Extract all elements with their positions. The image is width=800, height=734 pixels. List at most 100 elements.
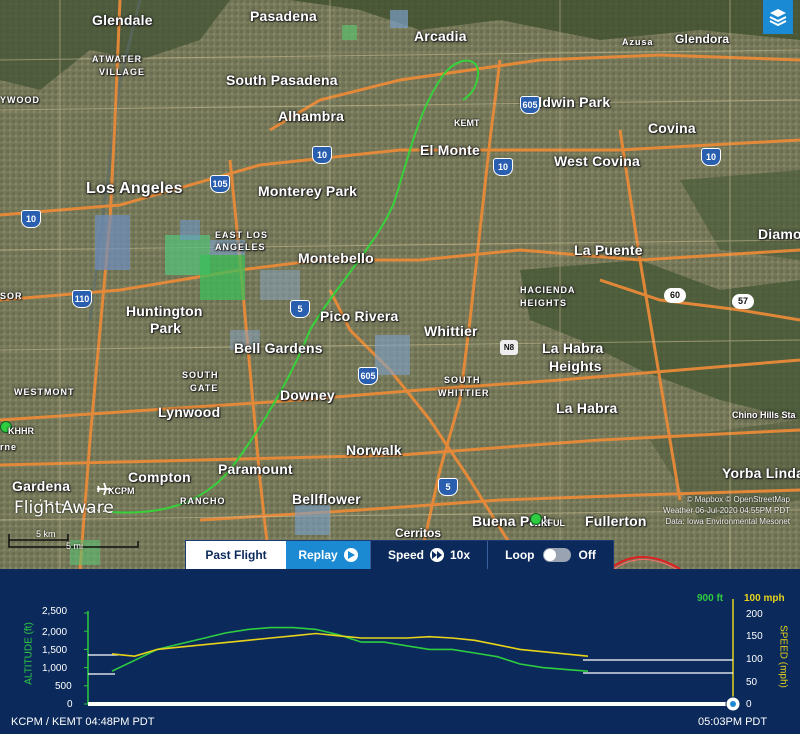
scale-bar: 5 km 5 mi [8, 528, 140, 554]
place-south-whittier-2: WHITTIER [438, 388, 490, 398]
map-view[interactable]: Glendale Pasadena Arcadia Azusa Glendora… [0, 0, 800, 569]
graph-plot [84, 599, 741, 712]
fast-forward-icon [429, 548, 444, 562]
route-shield-110: 110 [72, 290, 92, 308]
place-cerritos: Cerritos [395, 526, 442, 540]
route-shield-10-covina: 10 [701, 148, 721, 166]
place-heights: HEIGHTS [520, 298, 568, 308]
playback-controls: Past Flight Replay Speed 10x Loop Off [185, 540, 614, 569]
replay-button[interactable]: Replay [286, 541, 370, 569]
place-monterey-park: Monterey Park [258, 183, 358, 199]
airport-marker-khhr[interactable] [0, 421, 12, 433]
speed-axis-title: SPEED (mph) [777, 625, 789, 688]
loop-label: Loop [505, 548, 535, 562]
loop-switch[interactable] [542, 548, 571, 562]
end-time-label: 05:03PM PDT [698, 716, 768, 728]
timeline-handle-dot [730, 701, 736, 707]
altitude-series-line [111, 626, 589, 672]
layers-icon[interactable] [763, 0, 793, 34]
route-shield-5: 5 [290, 300, 310, 318]
place-yorba-linda: Yorba Linda [722, 465, 800, 481]
place-gardena: Gardena [12, 478, 71, 494]
place-south-gate-1: SOUTH [182, 370, 219, 380]
place-alhambra: Alhambra [278, 108, 345, 124]
airport-marker-kful[interactable] [530, 513, 542, 525]
scale-km: 5 km [36, 529, 56, 539]
place-montebello: Montebello [298, 250, 374, 266]
place-east-los: EAST LOS [215, 230, 269, 240]
altitude-tick-label: 1,000 [42, 663, 68, 674]
flight-track [111, 59, 480, 514]
place-huntington: Huntington [126, 303, 203, 319]
place-pasadena: Pasadena [250, 8, 317, 24]
speed-button[interactable]: Speed 10x [370, 541, 487, 569]
airport-label-khhr[interactable]: KHHR [8, 426, 34, 436]
speed-tick-label: 0 [746, 699, 752, 710]
map-attribution[interactable]: © Mapbox © OpenStreetMap Weather 06-Jul-… [650, 494, 790, 527]
altitude-tick-label: 500 [55, 681, 72, 692]
place-glendora: Glendora [675, 32, 730, 46]
attribution-line: Data: Iowa Environmental Mesonet [665, 517, 790, 526]
play-icon [343, 548, 358, 562]
place-atwater: ATWATER [92, 54, 143, 64]
place-rancho: RANCHO [180, 496, 226, 506]
place-la-habra-heights-1: La Habra [542, 340, 604, 356]
past-flight-tab[interactable]: Past Flight [186, 541, 286, 569]
route-shield-5-south: 5 [438, 478, 458, 496]
altitude-tick-label: 2,500 [42, 606, 68, 617]
altitude-speed-graph[interactable]: 2,500 2,000 1,500 1,000 500 0 200 150 10… [0, 569, 800, 734]
speed-tick-label: 200 [746, 609, 763, 620]
place-whittier: Whittier [424, 323, 478, 339]
place-la-habra-heights-2: Heights [549, 358, 602, 374]
route-shield-10-west: 10 [21, 210, 41, 228]
place-los-angeles: Los Angeles [86, 180, 183, 197]
airplane-icon[interactable] [96, 482, 112, 496]
place-south-gate-2: GATE [190, 383, 219, 393]
route-marker-60: 60 [664, 288, 686, 303]
place-west-covina: West Covina [554, 153, 640, 169]
route-marker-n8: N8 [500, 340, 518, 355]
route-shield-10-east: 10 [493, 158, 513, 176]
place-angeles: ANGELES [215, 242, 266, 252]
speed-current-value: 100 mph [744, 593, 785, 604]
route-shield-605: 605 [358, 367, 378, 385]
place-diamon: Diamon [758, 226, 800, 242]
loop-value: Off [578, 548, 596, 562]
place-compton: Compton [128, 469, 191, 485]
route-shield-105: 105 [210, 175, 230, 193]
route-shield-10: 10 [312, 146, 332, 164]
airport-label-kemt[interactable]: KEMT [454, 118, 480, 128]
route-marker-57: 57 [732, 294, 754, 309]
flightaware-logo: FlightAware [14, 498, 114, 518]
place-park: Park [150, 320, 182, 336]
place-chino-hills: Chino Hills Sta [732, 410, 796, 420]
replay-label: Replay [298, 548, 338, 562]
altitude-tick-label: 2,000 [42, 627, 68, 638]
place-south-pasadena: South Pasadena [226, 72, 338, 88]
place-bell-gardens: Bell Gardens [234, 340, 323, 356]
airport-label-kcpm[interactable]: KCPM [108, 486, 135, 496]
place-south-whittier-1: SOUTH [444, 375, 481, 385]
place-la-habra: La Habra [556, 400, 618, 416]
place-sor: SOR [0, 291, 23, 301]
place-westmont: WESTMONT [14, 387, 75, 397]
altitude-current-value: 900 ft [697, 593, 724, 604]
route-shield-605-north: 605 [520, 96, 540, 114]
place-glendale: Glendale [92, 12, 153, 28]
past-flight-label: Past Flight [205, 548, 267, 562]
start-time-label: KCPM / KEMT 04:48PM PDT [11, 716, 155, 728]
altitude-axis-title: ALTITUDE (ft) [23, 622, 35, 685]
speed-label: Speed [387, 548, 424, 562]
place-rne: rne [0, 442, 18, 452]
airport-label-kful[interactable]: KFUL [541, 518, 565, 528]
altitude-tick-label: 1,500 [42, 645, 68, 656]
place-norwalk: Norwalk [346, 442, 402, 458]
place-downey: Downey [280, 387, 335, 403]
speed-tick-label: 50 [746, 677, 758, 688]
place-ywood: YWOOD [0, 95, 40, 105]
loop-toggle[interactable]: Loop Off [487, 541, 613, 569]
attribution-line[interactable]: © Mapbox © OpenStreetMap [686, 495, 790, 504]
speed-value: 10x [449, 548, 471, 562]
place-arcadia: Arcadia [414, 28, 467, 44]
place-el-monte: El Monte [420, 142, 480, 158]
